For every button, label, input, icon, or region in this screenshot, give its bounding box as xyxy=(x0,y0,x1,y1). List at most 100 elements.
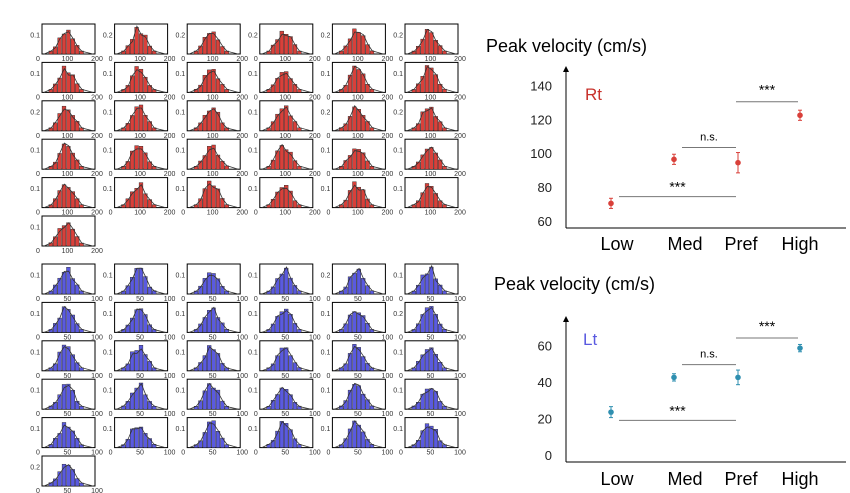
density-curve xyxy=(406,65,457,93)
histogram-bar xyxy=(134,145,139,170)
histogram-bar xyxy=(53,46,58,55)
x-tick-label: 100 xyxy=(91,296,103,303)
rt-histogram-grid: 0.1 0 100 200 0.2 0 100 200 0.2 0 100 200 0.2 0 100 200… xyxy=(30,23,466,255)
x-tick-label: 50 xyxy=(354,334,362,341)
density-curve xyxy=(43,346,94,372)
histogram-bar xyxy=(429,106,434,132)
density-curve xyxy=(116,25,166,55)
histogram-bar xyxy=(198,285,203,295)
histogram-bar xyxy=(53,236,58,247)
histogram-bar xyxy=(138,146,144,170)
histogram-bar xyxy=(275,191,280,208)
histogram-panel: 0.1 0 50 100 xyxy=(103,301,176,341)
x-tick-label: 100 xyxy=(425,171,437,178)
histogram-bar xyxy=(429,347,434,372)
histogram-bar xyxy=(134,350,139,371)
y-tick-label: 0.1 xyxy=(30,388,40,395)
histogram-bar xyxy=(138,33,144,55)
x-tick-label: 0 xyxy=(181,94,185,101)
histogram-bar xyxy=(347,276,353,295)
x-tick-label: 0 xyxy=(254,450,258,457)
x-category-label: Pref xyxy=(724,234,758,254)
histogram-panel: 0.1 0 50 100 xyxy=(248,417,321,457)
histogram-bar xyxy=(207,272,212,295)
histogram-bar xyxy=(66,187,71,208)
density-curve xyxy=(189,147,239,170)
histogram-bar xyxy=(352,311,357,333)
histogram-bar xyxy=(207,69,212,93)
x-tick-label: 100 xyxy=(425,133,437,140)
histogram-bar xyxy=(343,123,348,131)
histogram-bar xyxy=(292,362,298,371)
histogram-bar xyxy=(215,78,221,93)
histogram-panel: 0.1 0 50 100 xyxy=(175,340,248,380)
x-tick-label: 0 xyxy=(254,133,258,140)
density-curve xyxy=(334,311,384,333)
x-tick-label: 100 xyxy=(279,133,291,140)
x-tick-label: 0 xyxy=(399,210,403,217)
histogram-bar xyxy=(202,188,207,208)
histogram-panel: 0.1 0 50 100 xyxy=(393,417,466,457)
histogram-bar xyxy=(138,382,144,410)
histogram-bar xyxy=(66,222,71,247)
side-label: Lt xyxy=(583,330,597,349)
histogram-bar xyxy=(270,400,276,410)
x-tick-label: 200 xyxy=(309,210,321,217)
histogram-bar xyxy=(288,190,293,208)
histogram-panel: 0.1 0 100 200 xyxy=(248,138,321,178)
x-tick-label: 0 xyxy=(109,171,113,178)
x-tick-label: 200 xyxy=(236,94,248,101)
histogram-bar xyxy=(356,149,361,170)
density-curve xyxy=(43,424,94,448)
histogram-bar xyxy=(61,105,67,131)
histogram-bar xyxy=(66,309,71,333)
histogram-bar xyxy=(343,286,348,295)
histogram-bar xyxy=(130,351,135,372)
histogram-bar xyxy=(416,46,421,55)
density-curve xyxy=(406,264,457,295)
histogram-panel: 0.1 0 100 200 xyxy=(175,138,248,178)
density-curve xyxy=(189,108,239,132)
x-tick-label: 50 xyxy=(354,373,362,380)
y-tick-label: 100 xyxy=(530,146,552,161)
histogram-bar xyxy=(134,188,139,208)
histogram-panel: 0.2 0 100 200 xyxy=(103,23,176,63)
x-tick-label: 50 xyxy=(427,411,435,418)
x-tick-label: 0 xyxy=(109,94,113,101)
histogram-bar xyxy=(429,147,434,170)
histogram-bar xyxy=(284,267,289,295)
histogram-panel: 0.2 0 100 200 xyxy=(30,100,103,140)
data-point xyxy=(671,156,677,163)
x-tick-label: 0 xyxy=(181,296,185,303)
y-tick-label: 0.1 xyxy=(248,186,258,193)
y-tick-label: 0.1 xyxy=(248,388,258,395)
histogram-bar xyxy=(215,278,221,295)
x-tick-label: 100 xyxy=(454,334,466,341)
x-tick-label: 100 xyxy=(134,133,146,140)
y-tick-label: 60 xyxy=(538,338,552,353)
histogram-panel: 0.2 0 50 100 xyxy=(30,455,103,493)
histogram-bar xyxy=(279,273,284,295)
x-tick-label: 0 xyxy=(326,56,330,63)
histogram-bar xyxy=(130,191,135,208)
y-tick-label: 0.1 xyxy=(30,426,40,433)
histogram-bar xyxy=(270,84,276,93)
x-tick-label: 100 xyxy=(454,373,466,380)
histogram-bar xyxy=(66,267,71,295)
x-tick-label: 50 xyxy=(354,296,362,303)
histogram-panel: 0.1 0 100 200 xyxy=(103,177,176,217)
y-tick-label: 0.1 xyxy=(248,273,258,280)
density-curve xyxy=(406,107,457,132)
histogram-bar xyxy=(207,146,212,170)
x-tick-label: 0 xyxy=(326,411,330,418)
x-tick-label: 100 xyxy=(207,94,219,101)
histogram-bar xyxy=(352,181,357,208)
histogram-bar xyxy=(70,390,75,410)
x-category-label: Med xyxy=(667,469,702,489)
histogram-bar xyxy=(292,44,298,55)
histogram-bar xyxy=(198,198,203,208)
histogram-bar xyxy=(429,186,434,208)
histogram-bar xyxy=(429,425,434,448)
y-tick-label: 0.2 xyxy=(175,33,185,40)
